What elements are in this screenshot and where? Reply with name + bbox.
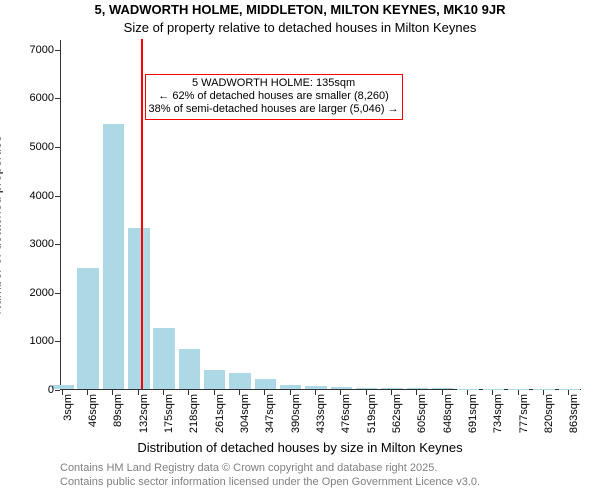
x-tick-label: 433sqm <box>315 394 327 434</box>
chart-subtitle: Size of property relative to detached ho… <box>0 20 600 35</box>
histogram-bar <box>77 268 99 389</box>
annotation-box: 5 WADWORTH HOLME: 135sqm← 62% of detache… <box>145 74 403 120</box>
histogram-bar <box>179 349 201 389</box>
histogram-bar <box>356 388 378 389</box>
x-tick-label: 390sqm <box>290 394 302 434</box>
y-tick-label: 3000 <box>30 238 54 250</box>
histogram-bar <box>229 373 251 389</box>
histogram-bar <box>280 385 302 389</box>
annotation-line: 38% of semi-detached houses are larger (… <box>149 103 399 116</box>
x-tick-label: 605sqm <box>416 394 428 434</box>
annotation-line: ← 62% of detached houses are smaller (8,… <box>149 90 399 103</box>
y-tick <box>55 390 60 391</box>
x-tick-label: 476sqm <box>340 394 352 434</box>
histogram-bar <box>153 328 175 389</box>
y-tick-label: 5000 <box>30 141 54 153</box>
y-tick-label: 1000 <box>30 335 54 347</box>
y-tick <box>55 98 60 99</box>
x-tick-label: 218sqm <box>188 394 200 434</box>
x-tick <box>492 390 493 395</box>
histogram-bar <box>381 388 403 389</box>
x-tick-label: 3sqm <box>62 394 74 434</box>
x-tick-label: 777sqm <box>518 394 530 434</box>
x-tick <box>112 390 113 395</box>
y-tick-label: 0 <box>48 384 54 396</box>
x-tick <box>239 390 240 395</box>
x-tick <box>391 390 392 395</box>
x-tick-label: 46sqm <box>87 394 99 434</box>
x-tick <box>87 390 88 395</box>
x-tick-label: 347sqm <box>264 394 276 434</box>
x-tick <box>315 390 316 395</box>
x-tick-label: 132sqm <box>138 394 150 434</box>
x-tick <box>568 390 569 395</box>
x-tick-label: 562sqm <box>391 394 403 434</box>
y-tick-label: 2000 <box>30 287 54 299</box>
y-tick <box>55 293 60 294</box>
histogram-bar <box>128 228 150 389</box>
x-tick-label: 304sqm <box>239 394 251 434</box>
x-tick-label: 734sqm <box>492 394 504 434</box>
y-tick-label: 4000 <box>30 190 54 202</box>
x-axis-label: Distribution of detached houses by size … <box>0 440 600 455</box>
y-tick <box>55 244 60 245</box>
x-tick <box>188 390 189 395</box>
y-tick <box>55 50 60 51</box>
x-tick <box>290 390 291 395</box>
y-tick <box>55 341 60 342</box>
x-tick-label: 175sqm <box>163 394 175 434</box>
histogram-bar <box>103 124 125 389</box>
histogram-bar <box>52 385 74 389</box>
x-tick <box>467 390 468 395</box>
x-tick-label: 519sqm <box>366 394 378 434</box>
y-tick-label: 6000 <box>30 92 54 104</box>
annotation-line: 5 WADWORTH HOLME: 135sqm <box>149 77 399 90</box>
histogram-bar <box>331 387 353 389</box>
x-tick <box>340 390 341 395</box>
x-tick <box>416 390 417 395</box>
x-tick-label: 648sqm <box>442 394 454 434</box>
x-tick <box>366 390 367 395</box>
x-tick <box>264 390 265 395</box>
histogram-bar <box>432 388 454 389</box>
y-tick-label: 7000 <box>30 44 54 56</box>
y-axis-label: Number of detached properties <box>0 135 4 314</box>
x-tick <box>163 390 164 395</box>
reference-line <box>141 39 143 389</box>
histogram-bar <box>204 370 226 389</box>
histogram-bar <box>407 388 429 389</box>
x-tick-label: 691sqm <box>467 394 479 434</box>
plot-area: 5 WADWORTH HOLME: 135sqm← 62% of detache… <box>60 40 581 390</box>
histogram-bar <box>305 386 327 389</box>
x-tick-label: 820sqm <box>543 394 555 434</box>
histogram-bar <box>255 379 277 389</box>
legal-line-2: Contains public sector information licen… <box>60 476 480 490</box>
x-tick <box>62 390 63 395</box>
x-tick <box>214 390 215 395</box>
chart-title: 5, WADWORTH HOLME, MIDDLETON, MILTON KEY… <box>0 2 600 17</box>
legal-line-1: Contains HM Land Registry data © Crown c… <box>60 462 480 476</box>
x-tick <box>442 390 443 395</box>
x-tick-label: 261sqm <box>214 394 226 434</box>
legal-text: Contains HM Land Registry data © Crown c… <box>60 462 480 490</box>
x-tick <box>518 390 519 395</box>
x-tick-label: 863sqm <box>568 394 580 434</box>
x-tick <box>543 390 544 395</box>
x-tick <box>138 390 139 395</box>
y-tick <box>55 196 60 197</box>
x-tick-label: 89sqm <box>112 394 124 434</box>
y-tick <box>55 147 60 148</box>
